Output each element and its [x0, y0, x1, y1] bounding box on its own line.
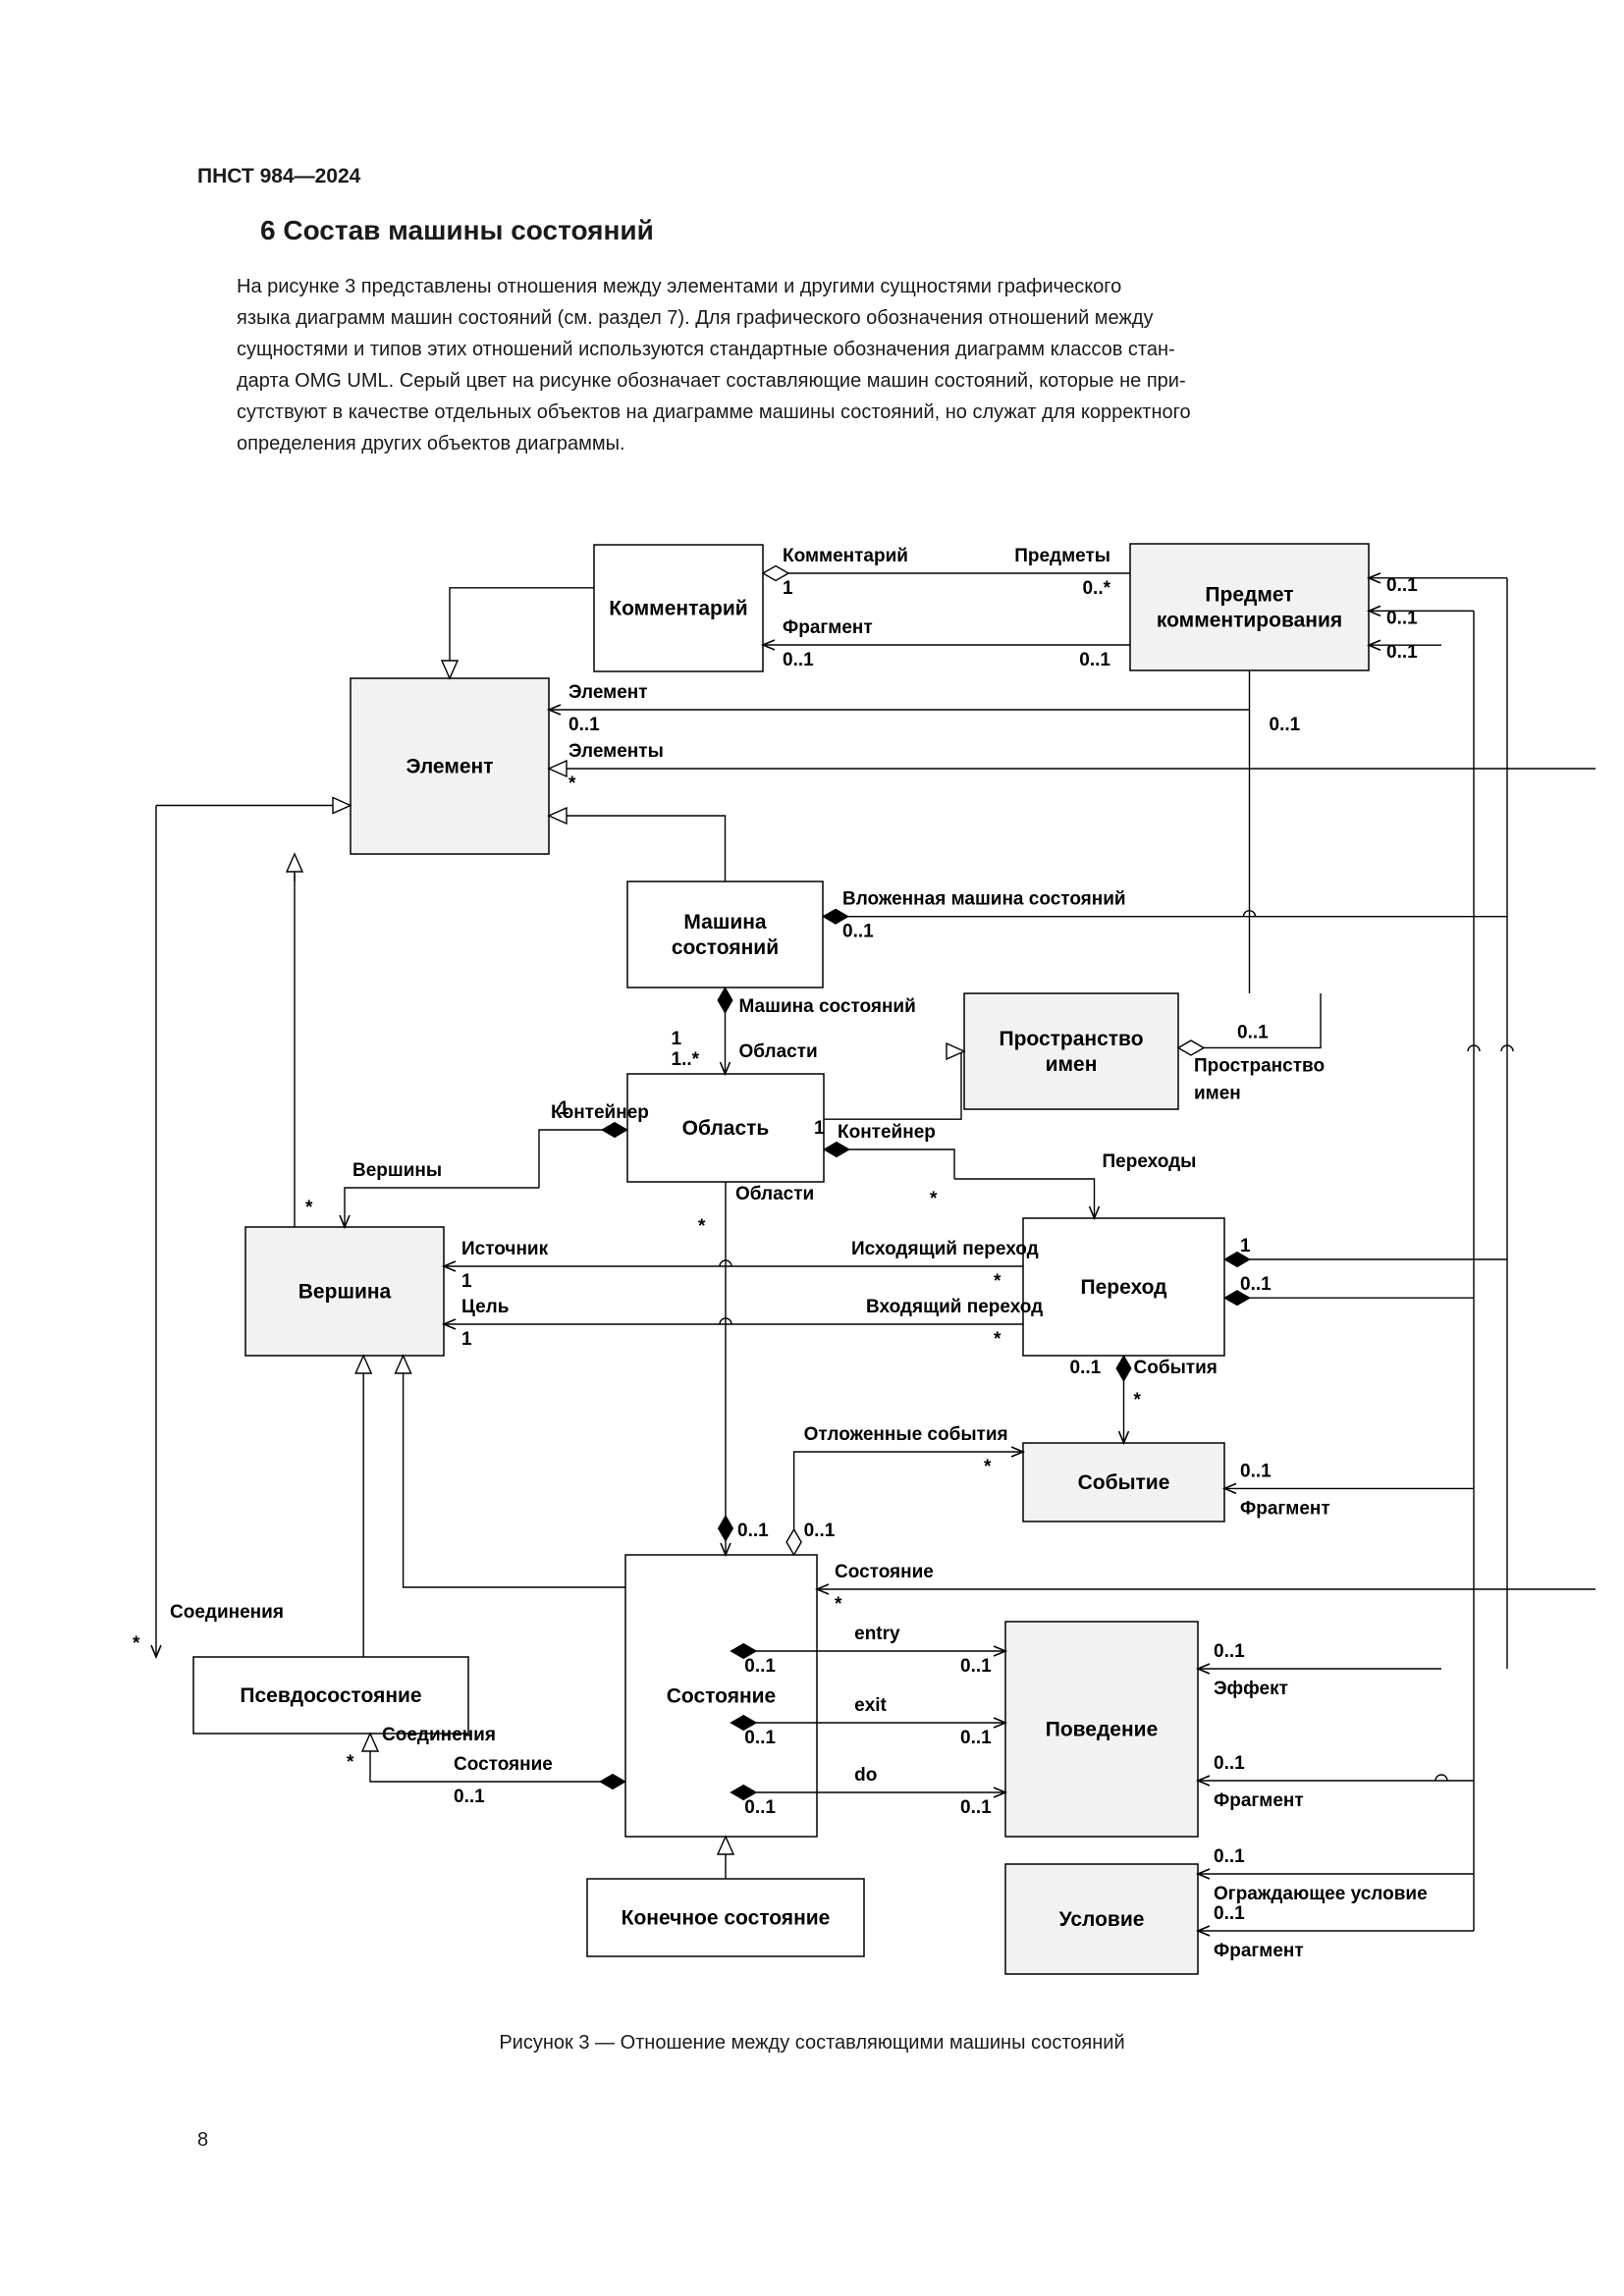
svg-text:0..1: 0..1: [960, 1728, 992, 1748]
svg-text:состояний: состояний: [672, 936, 779, 959]
svg-text:0..1: 0..1: [960, 1797, 992, 1818]
svg-text:Соединения: Соединения: [170, 1602, 284, 1623]
svg-text:Вершина: Вершина: [298, 1281, 392, 1304]
svg-text:Ограждающее условие: Ограждающее условие: [1214, 1884, 1428, 1904]
svg-text:0..1: 0..1: [744, 1797, 776, 1818]
svg-text:Исходящий переход: Исходящий переход: [851, 1239, 1039, 1259]
svg-text:0..1: 0..1: [1386, 608, 1418, 628]
svg-text:0..1: 0..1: [1386, 575, 1418, 596]
svg-text:Переход: Переход: [1080, 1276, 1166, 1299]
svg-text:0..1: 0..1: [1386, 642, 1418, 663]
svg-text:1: 1: [814, 1118, 825, 1139]
svg-text:*: *: [994, 1329, 1001, 1350]
svg-text:Фрагмент: Фрагмент: [1214, 1790, 1304, 1811]
svg-text:0..*: 0..*: [1082, 578, 1110, 599]
svg-text:Машина: Машина: [683, 911, 767, 934]
svg-text:*: *: [698, 1216, 706, 1237]
svg-text:Псевдосостояние: Псевдосостояние: [240, 1684, 421, 1707]
svg-text:Состояние: Состояние: [667, 1685, 776, 1708]
svg-text:0..1: 0..1: [1214, 1846, 1245, 1867]
svg-text:*: *: [930, 1189, 938, 1209]
svg-text:Комментарий: Комментарий: [609, 598, 747, 620]
svg-text:Элемент: Элемент: [406, 756, 493, 778]
svg-text:1: 1: [559, 1098, 569, 1119]
svg-text:Входящий переход: Входящий переход: [866, 1297, 1043, 1317]
svg-text:1: 1: [783, 578, 793, 599]
svg-text:1: 1: [1240, 1236, 1251, 1256]
svg-text:Области: Области: [739, 1041, 818, 1062]
svg-text:Конечное состояние: Конечное состояние: [622, 1907, 831, 1930]
svg-text:*: *: [568, 774, 576, 794]
svg-text:Пространство: Пространство: [1194, 1055, 1325, 1076]
svg-text:Переходы: Переходы: [1103, 1151, 1197, 1172]
svg-text:entry: entry: [854, 1624, 900, 1644]
svg-text:Область: Область: [682, 1117, 770, 1140]
svg-text:Элемент: Элемент: [568, 682, 648, 703]
svg-text:0..1: 0..1: [960, 1656, 992, 1677]
svg-text:События: События: [1134, 1358, 1218, 1378]
svg-text:Условие: Условие: [1059, 1908, 1145, 1931]
svg-text:exit: exit: [854, 1695, 887, 1716]
svg-text:1..*: 1..*: [672, 1049, 700, 1070]
svg-text:Комментарий: Комментарий: [783, 546, 908, 566]
svg-text:Фрагмент: Фрагмент: [1214, 1941, 1304, 1961]
svg-text:*: *: [347, 1752, 354, 1773]
svg-text:0..1: 0..1: [454, 1787, 485, 1807]
svg-text:0..1: 0..1: [1214, 1753, 1245, 1774]
svg-text:0..1: 0..1: [1240, 1274, 1272, 1295]
svg-text:Машина состояний: Машина состояний: [739, 996, 916, 1017]
svg-text:Области: Области: [735, 1184, 814, 1204]
svg-text:имен: имен: [1194, 1083, 1241, 1103]
svg-text:0..1: 0..1: [1237, 1022, 1269, 1042]
svg-text:0..1: 0..1: [1270, 715, 1301, 735]
svg-text:*: *: [994, 1271, 1001, 1292]
svg-text:0..1: 0..1: [568, 715, 600, 735]
svg-text:Состояние: Состояние: [454, 1754, 553, 1775]
svg-text:комментирования: комментирования: [1157, 610, 1342, 632]
svg-text:0..1: 0..1: [1079, 650, 1110, 670]
svg-text:Поведение: Поведение: [1046, 1719, 1159, 1741]
svg-text:0..1: 0..1: [783, 650, 814, 670]
svg-text:1: 1: [461, 1271, 472, 1292]
svg-text:имен: имен: [1046, 1053, 1098, 1076]
svg-text:Фрагмент: Фрагмент: [783, 617, 873, 638]
svg-text:0..1: 0..1: [1240, 1461, 1272, 1481]
svg-text:Предмет: Предмет: [1205, 584, 1293, 607]
svg-text:0..1: 0..1: [804, 1521, 836, 1541]
svg-text:Отложенные события: Отложенные события: [804, 1424, 1008, 1445]
svg-text:*: *: [305, 1198, 313, 1218]
svg-text:0..1: 0..1: [744, 1728, 776, 1748]
svg-text:0..1: 0..1: [842, 922, 874, 942]
svg-text:0..1: 0..1: [737, 1521, 769, 1541]
svg-text:0..1: 0..1: [744, 1656, 776, 1677]
svg-text:*: *: [984, 1457, 992, 1477]
svg-text:do: do: [854, 1765, 877, 1786]
svg-text:Цель: Цель: [461, 1297, 509, 1317]
svg-text:Вершины: Вершины: [352, 1160, 442, 1181]
svg-text:Предметы: Предметы: [1014, 546, 1110, 566]
svg-text:1: 1: [461, 1329, 472, 1350]
svg-text:Пространство: Пространство: [999, 1028, 1143, 1050]
svg-text:Элементы: Элементы: [568, 741, 664, 762]
svg-text:Эффект: Эффект: [1214, 1679, 1288, 1699]
svg-text:0..1: 0..1: [1214, 1903, 1245, 1924]
svg-text:Событие: Событие: [1078, 1471, 1170, 1494]
svg-text:0..1: 0..1: [1214, 1641, 1245, 1662]
svg-text:0..1: 0..1: [1070, 1358, 1102, 1378]
svg-text:Соединения: Соединения: [382, 1725, 496, 1745]
svg-text:Источник: Источник: [461, 1239, 549, 1259]
svg-text:*: *: [1134, 1390, 1142, 1411]
svg-text:*: *: [835, 1594, 842, 1615]
svg-text:1: 1: [672, 1029, 682, 1049]
svg-text:Фрагмент: Фрагмент: [1240, 1498, 1330, 1519]
svg-text:*: *: [133, 1633, 140, 1654]
svg-text:Контейнер: Контейнер: [838, 1122, 936, 1143]
svg-text:Состояние: Состояние: [835, 1562, 934, 1582]
svg-text:Вложенная машина состояний: Вложенная машина состояний: [842, 889, 1126, 910]
